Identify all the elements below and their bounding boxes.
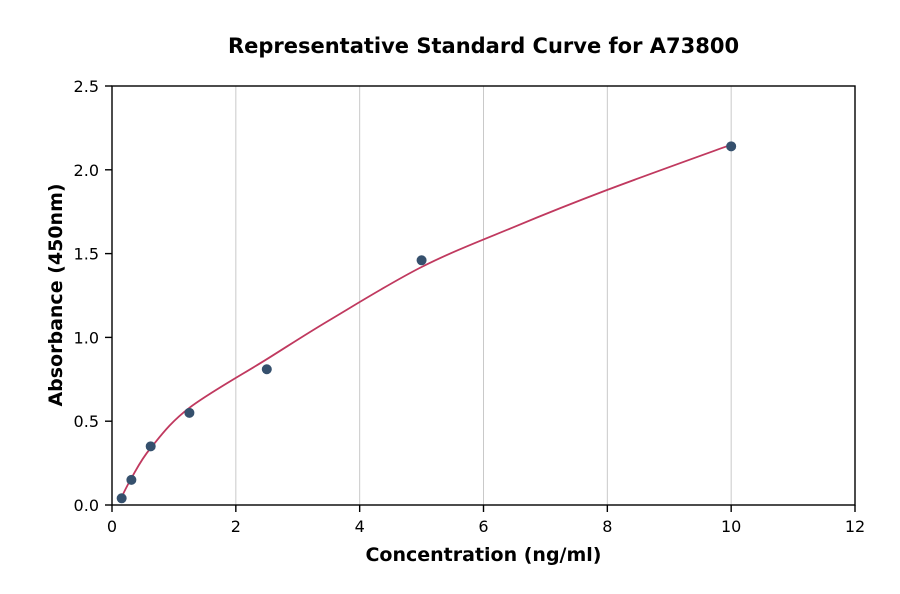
x-tick-label: 2 (231, 517, 241, 536)
data-point (261, 364, 272, 375)
y-tick-label: 1.5 (74, 245, 99, 264)
x-tick-label: 10 (721, 517, 741, 536)
x-tick-label: 4 (355, 517, 365, 536)
chart-title: Representative Standard Curve for A73800 (227, 34, 740, 58)
y-tick-label: 2.5 (74, 77, 99, 96)
x-axis-label: Concentration (ng/ml) (365, 544, 602, 566)
fit-curve (118, 143, 732, 503)
data-point (184, 407, 195, 418)
x-tick-label: 0 (107, 517, 117, 536)
y-tick-label: 1.0 (74, 328, 99, 347)
x-tick-label: 8 (602, 517, 612, 536)
y-tick-label: 0.0 (74, 496, 99, 515)
y-tick-label: 0.5 (74, 412, 99, 431)
y-tick-label: 2.0 (74, 161, 99, 180)
data-point (726, 141, 737, 152)
data-point (116, 493, 127, 504)
data-point (126, 474, 137, 485)
data-point (416, 255, 427, 266)
x-tick-label: 12 (845, 517, 865, 536)
data-point (145, 441, 156, 452)
x-tick-label: 6 (478, 517, 488, 536)
